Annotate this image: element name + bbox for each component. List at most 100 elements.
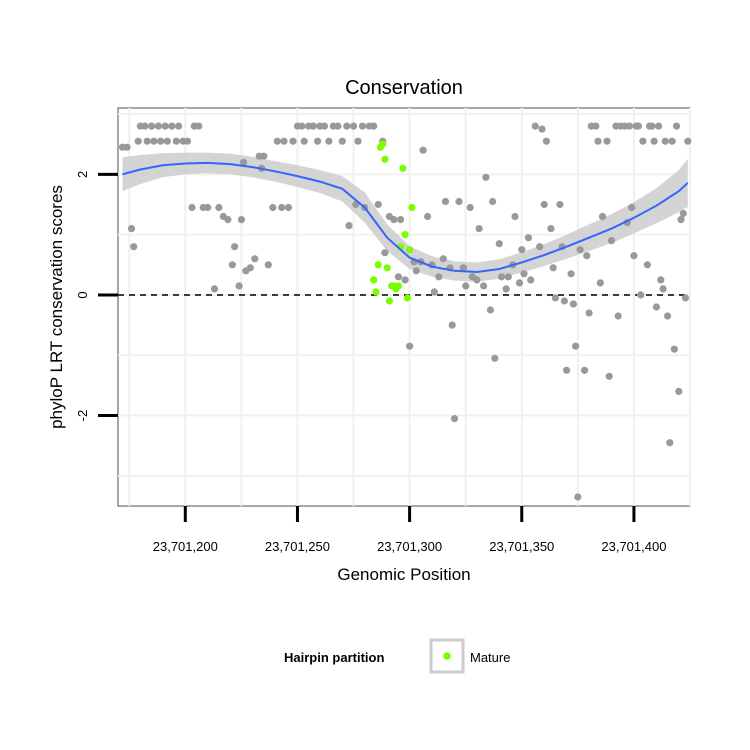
legend-title: Hairpin partition — [284, 650, 384, 665]
other-point — [450, 415, 459, 423]
y-tick-label: 0 — [75, 291, 90, 298]
other-point — [538, 125, 546, 133]
other-point — [224, 216, 232, 224]
other-point — [278, 203, 286, 212]
other-point — [459, 264, 467, 272]
y-axis-title: phyloP LRT conservation scores — [47, 185, 66, 429]
other-point — [527, 276, 535, 284]
other-point — [520, 270, 528, 278]
other-point — [240, 158, 248, 166]
other-point — [502, 285, 510, 293]
other-point — [320, 122, 328, 130]
other-point — [480, 282, 488, 290]
legend: Hairpin partition Mature — [284, 638, 510, 674]
other-point — [441, 197, 450, 206]
other-point — [343, 122, 351, 130]
x-tick-label: 23,701,200 — [153, 539, 218, 554]
other-point — [127, 225, 136, 233]
other-point — [639, 137, 647, 145]
other-point — [491, 354, 499, 362]
other-point — [648, 122, 656, 130]
other-point — [585, 309, 593, 317]
other-point — [260, 152, 268, 160]
other-point — [583, 252, 591, 260]
other-point — [273, 137, 281, 145]
other-point — [486, 306, 494, 314]
other-point — [581, 366, 589, 374]
mature-point — [370, 276, 378, 284]
other-point — [349, 122, 358, 130]
other-point — [370, 122, 378, 130]
other-point — [246, 264, 254, 272]
other-point — [475, 225, 483, 233]
other-point — [161, 122, 169, 130]
other-point — [210, 285, 219, 293]
mature-point — [372, 288, 380, 296]
other-point — [542, 137, 551, 145]
other-point — [300, 137, 308, 145]
other-point — [551, 294, 560, 302]
other-point — [563, 366, 571, 374]
other-point — [607, 237, 616, 245]
other-point — [401, 276, 409, 284]
other-point — [154, 122, 162, 130]
mature-point — [408, 203, 416, 212]
other-point — [482, 173, 490, 181]
other-point — [605, 372, 613, 380]
other-point — [381, 249, 389, 257]
other-point — [603, 137, 611, 145]
x-axis-title: Genomic Position — [337, 565, 470, 584]
other-point — [419, 146, 427, 154]
other-point — [269, 203, 277, 212]
other-point — [435, 273, 443, 281]
other-point — [598, 212, 607, 221]
y-axis: -2 0 2 — [75, 171, 118, 421]
other-point — [547, 225, 555, 233]
other-point — [531, 122, 539, 130]
other-point — [576, 246, 584, 254]
other-point — [668, 137, 676, 145]
points-layer — [118, 122, 692, 501]
other-point — [630, 252, 638, 260]
other-point — [280, 137, 288, 145]
other-point — [325, 137, 333, 145]
other-point — [358, 122, 367, 130]
other-point — [455, 197, 463, 206]
x-tick-label: 23,701,400 — [601, 539, 666, 554]
other-point — [657, 276, 665, 284]
other-point — [596, 279, 604, 287]
other-point — [524, 234, 533, 242]
other-point — [390, 216, 398, 224]
x-tick-label: 23,701,250 — [265, 539, 330, 554]
confidence-ribbon — [122, 152, 688, 282]
other-point — [489, 197, 497, 206]
chart-title: Conservation — [345, 77, 463, 99]
other-point — [670, 345, 678, 353]
other-point — [556, 200, 564, 209]
other-point — [634, 122, 643, 130]
other-point — [677, 216, 685, 224]
other-point — [412, 267, 420, 275]
mature-point — [399, 164, 407, 172]
other-point — [504, 273, 512, 281]
other-point — [439, 255, 447, 263]
other-point — [664, 312, 672, 320]
other-point — [628, 203, 636, 212]
other-point — [540, 200, 548, 209]
other-point — [655, 122, 663, 130]
other-point — [569, 300, 578, 308]
other-point — [592, 122, 600, 130]
legend-key-mature-point — [443, 652, 451, 660]
other-point — [141, 122, 149, 130]
confidence-ribbon-layer — [122, 152, 688, 282]
other-point — [518, 246, 526, 254]
other-point — [204, 203, 212, 212]
other-point — [594, 137, 602, 145]
other-point — [309, 122, 317, 130]
mature-point — [374, 261, 382, 269]
other-point — [235, 282, 243, 290]
other-point — [637, 291, 645, 299]
other-point — [672, 122, 681, 130]
other-point — [130, 243, 138, 251]
mature-point — [383, 264, 391, 272]
